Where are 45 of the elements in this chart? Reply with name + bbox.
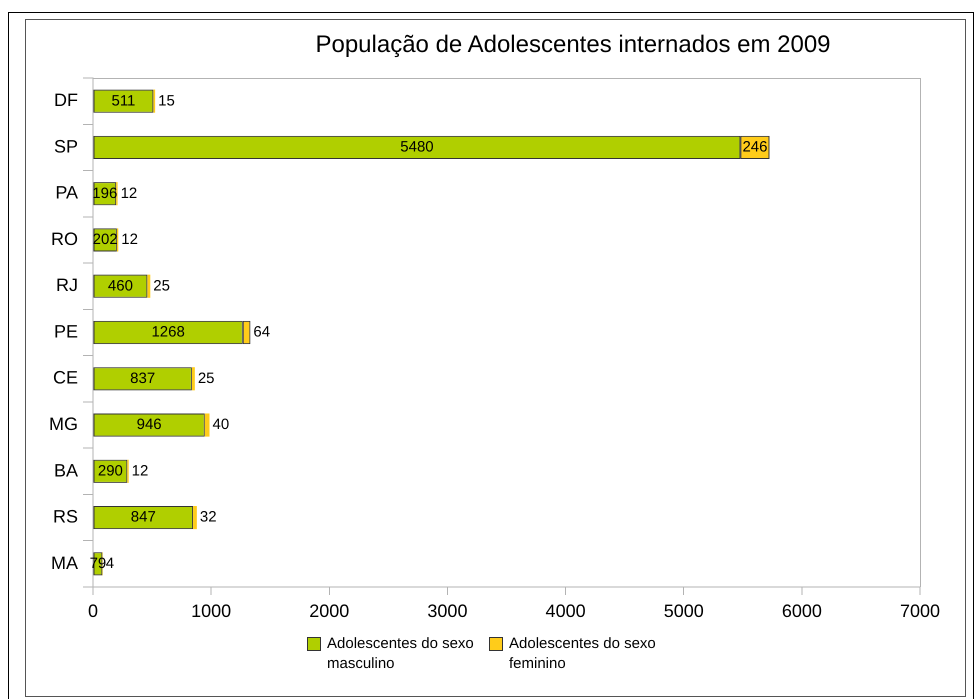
y-tick-label: SP [54,136,78,156]
x-tick-label: 2000 [309,600,350,621]
data-label: 5480 [400,138,434,156]
data-label: 12 [121,231,138,248]
bar [192,367,195,390]
data-label: 290 [98,462,123,480]
data-label: 460 [108,277,133,294]
y-tick-label: MA [51,552,78,573]
data-label: 25 [198,370,215,387]
x-tick-label: 7000 [900,600,940,621]
bar [147,274,150,298]
data-label: 15 [158,92,175,110]
bar [193,506,197,530]
data-label: 64 [253,324,270,341]
y-tick-label: RJ [56,275,78,296]
y-tick-label: PA [55,182,78,203]
x-tick-label: 6000 [782,600,822,621]
data-label: 837 [130,370,156,387]
y-tick-label: MG [49,414,78,434]
data-label: 25 [153,277,170,294]
data-label: 246 [742,138,768,156]
data-label: 40 [212,416,230,434]
y-tick-label: RS [52,506,78,527]
bar [204,413,210,437]
data-label: 12 [120,184,138,202]
data-label: 12 [132,462,148,480]
data-label: 946 [136,416,162,434]
data-label: 1268 [151,324,185,341]
y-tick-label: CE [52,368,78,388]
x-tick-label: 3000 [427,600,468,621]
data-label: 511 [111,92,136,110]
x-tick-label: 0 [88,600,98,621]
y-tick-label: DF [54,90,78,110]
x-tick-label: 5000 [664,600,704,621]
data-label: 4 [106,555,114,572]
legend-label: Adolescentes do sexo feminino [509,634,657,674]
legend-label: Adolescentes do sexo masculino [327,634,475,674]
x-tick-label: 1000 [191,600,232,621]
y-tick-label: RO [51,228,78,249]
chart-title: População de Adolescentes internados em 2009 [314,31,832,59]
y-tick-label: BA [54,460,78,480]
x-tick-label: 4000 [546,600,586,621]
y-tick-label: PE [54,321,78,342]
data-label: 847 [130,508,156,526]
data-label: 32 [200,508,217,526]
